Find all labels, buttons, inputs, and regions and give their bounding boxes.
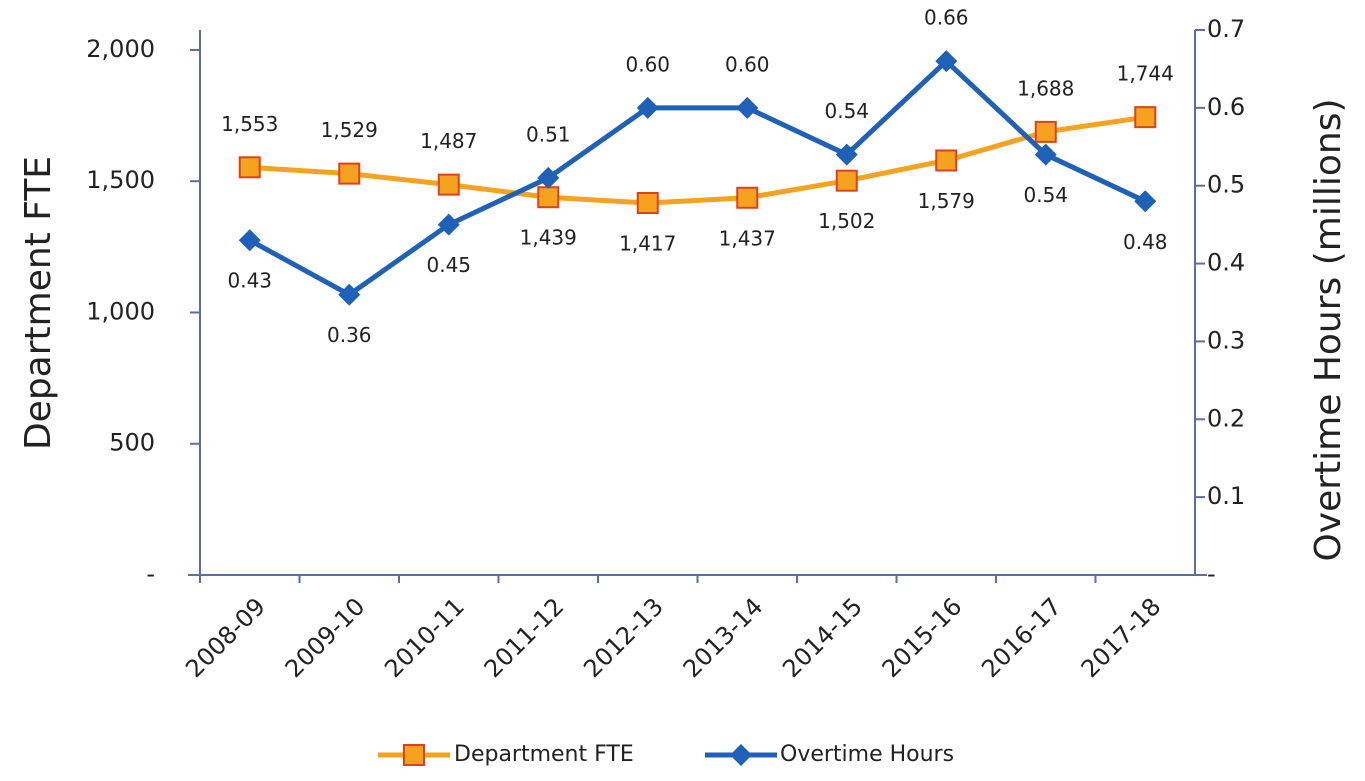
marker <box>736 96 759 119</box>
marker <box>238 229 261 252</box>
marker <box>338 283 361 306</box>
y2-tick-label: 0.3 <box>1207 326 1245 354</box>
data-label: 1,553 <box>221 112 278 136</box>
data-label: 1,502 <box>818 209 875 233</box>
x-tick-label: 2010-11 <box>379 592 470 683</box>
data-label: 1,487 <box>420 129 477 153</box>
data-label: 0.45 <box>426 253 471 277</box>
x-tick-label: 2014-15 <box>777 592 868 683</box>
x-tick-label: 2012-13 <box>578 592 669 683</box>
marker <box>636 192 659 215</box>
x-tick-label: 2008-09 <box>180 592 271 683</box>
data-label: 0.36 <box>327 323 372 347</box>
marker <box>835 169 858 192</box>
marker <box>1134 190 1157 213</box>
legend-swatch <box>403 744 425 766</box>
marker <box>238 156 261 179</box>
y2-tick-label: 0.2 <box>1207 404 1245 432</box>
marker <box>1134 106 1157 129</box>
marker <box>636 96 659 119</box>
x-tick-label: 2013-14 <box>678 592 769 683</box>
legend-label: Department FTE <box>454 742 634 767</box>
data-label: 0.60 <box>625 52 670 76</box>
marker <box>537 186 560 209</box>
y-tick-label: 1,500 <box>86 166 155 194</box>
marker <box>437 173 460 196</box>
x-tick-label: 2015-16 <box>877 592 968 683</box>
data-label: 1,579 <box>918 189 975 213</box>
data-label: 0.54 <box>1023 183 1068 207</box>
series-line <box>249 114 1146 206</box>
data-label: 1,529 <box>321 118 378 142</box>
y2-tick-label: 0.1 <box>1207 482 1245 510</box>
marker <box>935 50 958 73</box>
marker <box>437 213 460 236</box>
y-tick-label: 500 <box>109 429 155 457</box>
y-axis-title: Department FTE <box>18 156 59 450</box>
y-tick-label: 1,000 <box>86 297 155 325</box>
series-line <box>248 58 1147 298</box>
y2-tick-label: 0.6 <box>1207 93 1245 121</box>
y2-tick-label: - <box>1207 560 1216 588</box>
data-label: 0.60 <box>725 52 770 76</box>
data-label: 0.48 <box>1123 230 1168 254</box>
y-tick-label: - <box>146 560 155 588</box>
marker <box>1034 120 1057 143</box>
data-label: 1,744 <box>1117 62 1174 86</box>
x-tick-label: 2017-18 <box>1076 592 1167 683</box>
y2-tick-label: 0.4 <box>1207 249 1245 277</box>
x-tick-label: 2009-10 <box>280 592 371 683</box>
legend-swatch <box>730 744 752 766</box>
marker <box>1034 143 1057 166</box>
data-label: 1,439 <box>520 226 577 250</box>
y2-tick-label: 0.7 <box>1207 15 1245 43</box>
data-label: 1,437 <box>719 226 776 250</box>
marker <box>935 149 958 172</box>
x-tick-label: 2011-12 <box>479 592 570 683</box>
data-label: 1,688 <box>1017 76 1074 100</box>
marker <box>338 162 361 185</box>
y2-axis-title: Overtime Hours (millions) <box>1308 98 1349 561</box>
data-label: 0.51 <box>526 122 571 146</box>
y2-tick-label: 0.5 <box>1207 171 1245 199</box>
x-tick-label: 2016-17 <box>976 592 1067 683</box>
marker <box>736 186 759 209</box>
marker <box>835 143 858 166</box>
legend-label: Overtime Hours <box>780 742 954 767</box>
marker <box>537 166 560 189</box>
y-tick-label: 2,000 <box>86 35 155 63</box>
data-label: 0.43 <box>227 269 272 293</box>
data-label: 0.54 <box>824 99 869 123</box>
data-label: 0.66 <box>924 6 969 30</box>
data-label: 1,417 <box>619 232 676 256</box>
